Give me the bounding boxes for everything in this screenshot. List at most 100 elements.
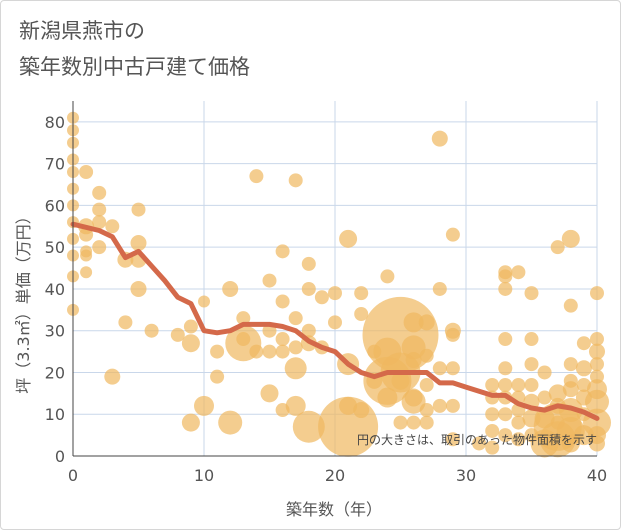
data-bubble (590, 332, 604, 347)
data-bubble (249, 169, 264, 184)
data-bubble (183, 319, 198, 334)
data-bubble (292, 410, 325, 443)
data-bubble (339, 229, 358, 248)
data-bubble (563, 298, 578, 313)
data-bubble (79, 165, 94, 179)
y-tick-label: 70 (45, 155, 65, 174)
bubble-size-note: 円の大きさは、取引のあった物件面積を示す (357, 432, 597, 447)
data-bubble (498, 281, 513, 296)
data-bubble (576, 336, 591, 351)
data-bubble (236, 311, 251, 326)
y-axis-label: 坪（3.3㎡）単価（万円） (14, 208, 33, 393)
data-bubble (393, 415, 408, 430)
data-bubble (104, 368, 121, 385)
data-bubble (218, 410, 243, 435)
data-bubble (589, 343, 605, 360)
data-bubble (432, 398, 447, 413)
data-bubble (131, 202, 146, 217)
data-bubble (498, 269, 513, 284)
data-bubble (548, 384, 567, 403)
data-bubble (275, 344, 290, 359)
data-bubble (130, 280, 147, 297)
data-bubble (301, 256, 316, 271)
data-bubble (524, 357, 539, 372)
x-tick-label: 30 (456, 466, 476, 485)
data-bubble (485, 423, 500, 438)
x-tick-label: 0 (68, 466, 78, 485)
data-bubble (485, 440, 500, 455)
data-bubble (353, 402, 370, 419)
data-bubble (419, 378, 434, 392)
chart-title-line-1: 新潟県燕市の (19, 19, 145, 43)
y-tick-label: 0 (55, 447, 65, 466)
data-bubble (118, 315, 133, 330)
data-bubble (405, 351, 422, 368)
data-bubble (418, 314, 435, 331)
data-bubble (260, 384, 279, 403)
data-bubble (249, 344, 264, 359)
data-bubble (524, 378, 539, 392)
data-bubble (498, 428, 513, 443)
data-bubble (288, 311, 303, 326)
data-bubble (445, 227, 460, 242)
data-bubble (431, 130, 448, 147)
data-bubble (419, 415, 434, 430)
data-bubble (403, 312, 424, 333)
data-bubble (524, 332, 539, 347)
data-bubble (562, 381, 579, 398)
trend-line (70, 221, 600, 421)
data-bubble (401, 389, 426, 414)
data-bubble (537, 365, 552, 380)
data-bubble (485, 407, 500, 422)
data-bubble (210, 369, 225, 384)
chart-title-line-2: 築年数別中古戸建て価格 (19, 55, 250, 79)
chart-title: 新潟県燕市の 築年数別中古戸建て価格 (19, 13, 250, 85)
data-bubble (79, 227, 94, 242)
data-bubble (275, 332, 290, 347)
data-bubble (80, 266, 93, 279)
data-bubble (511, 415, 526, 430)
data-bubble (419, 403, 434, 418)
y-tick-label: 10 (45, 405, 65, 424)
y-tick-label: 50 (45, 238, 65, 257)
data-bubble (301, 281, 316, 296)
y-tick-label: 60 (45, 196, 65, 215)
data-bubble (170, 327, 185, 342)
data-bubble (285, 395, 306, 416)
y-tick-label: 20 (45, 363, 65, 382)
data-bubble (288, 173, 303, 188)
data-bubble (92, 185, 107, 200)
data-bubble (222, 280, 239, 297)
data-bubble (92, 215, 107, 230)
data-bubble (561, 229, 580, 248)
data-bubble (105, 219, 120, 234)
data-bubble (318, 396, 379, 457)
data-bubble (419, 348, 434, 363)
data-bubble (445, 361, 460, 376)
data-bubble (498, 407, 513, 422)
x-tick-label: 20 (325, 466, 345, 485)
data-bubble (194, 395, 214, 416)
data-bubble (511, 265, 526, 280)
data-bubble (181, 413, 200, 432)
data-bubble (354, 307, 369, 321)
data-bubble (92, 240, 107, 255)
data-bubble (301, 323, 316, 338)
data-bubble (550, 240, 565, 255)
data-bubble (130, 235, 147, 251)
data-bubble (92, 202, 107, 217)
data-bubble (589, 435, 605, 452)
data-bubble (391, 371, 410, 390)
data-bubble (498, 378, 513, 392)
data-bubble (328, 315, 342, 330)
data-bubble (524, 286, 539, 301)
data-bubble (210, 344, 225, 359)
data-bubble (314, 290, 329, 305)
data-bubble (328, 286, 342, 301)
data-bubble (485, 378, 500, 392)
x-tick-label: 10 (194, 466, 214, 485)
data-bubble (537, 390, 552, 405)
data-bubble (401, 335, 426, 360)
data-bubble (181, 334, 200, 353)
